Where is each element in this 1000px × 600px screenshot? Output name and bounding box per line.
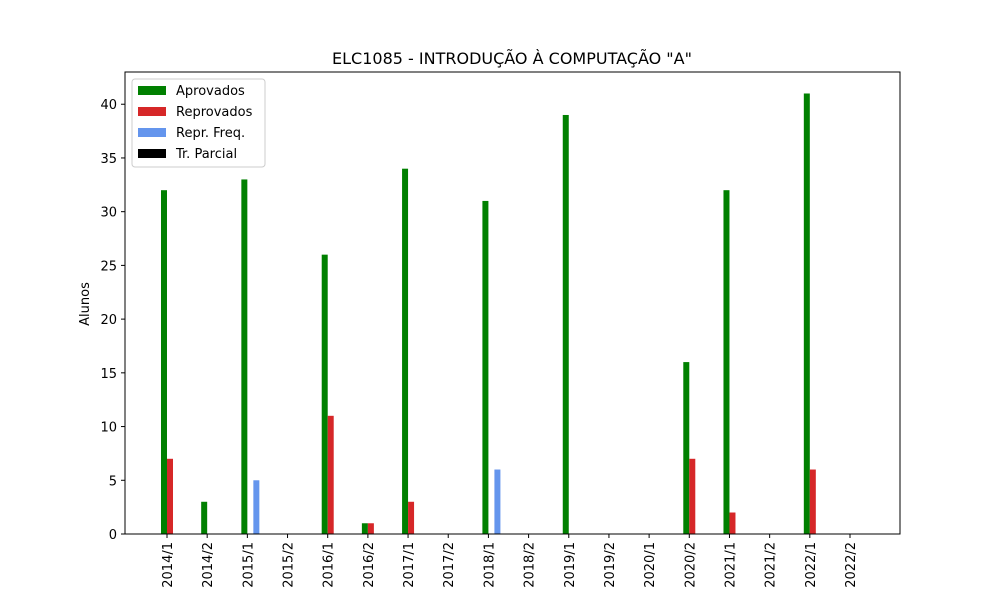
x-tick-label: 2016/1 [322,542,337,588]
legend-swatch [138,128,166,137]
y-tick-label: 20 [100,313,117,328]
x-tick-label: 2020/2 [683,542,698,588]
x-tick-label: 2018/2 [523,542,538,588]
y-tick-label: 40 [100,98,117,113]
x-tick-label: 2019/2 [603,542,618,588]
legend-label: Tr. Parcial [175,147,237,162]
bar-reprovados-2022-1 [809,469,816,534]
y-tick-label: 25 [100,259,117,274]
bar-aprovados-2019-1 [562,114,569,534]
y-tick-label: 10 [100,421,117,436]
bar-aprovados-2014-1 [161,190,167,534]
bar-aprovados-2016-1 [321,254,328,534]
bar-aprovados-2022-1 [803,93,810,535]
legend: Aprovados Reprovados Repr. Freq. Tr. Parcia… [131,78,266,168]
y-tick-label: 15 [100,367,117,382]
plot-frame [124,71,901,535]
x-tick-label: 2016/2 [362,542,377,588]
legend-label: Reprovados [176,105,253,120]
x-tick-label: 2022/1 [804,542,819,588]
legend-label: Repr. Freq. [176,126,245,141]
bar-repr-freq--2018-1 [494,469,501,534]
x-tick-label: 2017/1 [402,542,417,588]
x-tick-label: 2014/2 [201,542,216,588]
y-axis-label: Alunos [78,282,93,326]
bar-aprovados-2015-1 [241,179,248,534]
x-tick-label: 2019/1 [563,542,578,588]
y-tick-label: 30 [100,206,117,221]
bar-aprovados-2021-1 [723,190,730,534]
bar-aprovados-2014-2 [201,501,208,534]
x-tick-label: 2018/1 [482,542,497,588]
legend-label: Aprovados [176,84,245,99]
bar-reprovados-2020-2 [689,458,696,534]
bar-reprovados-2014-1 [167,458,173,534]
x-tick-label: 2022/2 [844,542,859,588]
x-tick-label: 2021/2 [764,542,779,588]
legend-swatch [138,149,166,158]
x-tick-label: 2020/1 [643,542,658,588]
x-tick-label: 2015/2 [282,542,297,588]
y-tick-label: 35 [100,152,117,167]
y-tick-label: 5 [109,474,117,489]
x-tick-label: 2015/1 [241,542,256,588]
y-tick-label: 0 [109,528,117,543]
plot-area: 0 5 10 15 20 25 30 35 40 2014/1 2014/2 2015/1 2015/2… [100,71,901,588]
bar-aprovados-2017-1 [402,168,409,534]
chart-title: ELC1085 - INTRODUÇÃO À COMPUTAÇÃO "A" [332,49,692,68]
legend-box [131,78,266,168]
legend-swatch [138,107,166,116]
bar-repr-freq--2015-1 [253,480,260,534]
bar-reprovados-2017-1 [408,501,415,534]
legend-swatch [138,86,166,95]
x-tick-label: 2017/2 [442,542,457,588]
bar-reprovados-2021-1 [729,512,736,534]
bar-aprovados-2016-2 [361,523,368,534]
x-tick-label: 2014/1 [161,542,176,588]
bar-aprovados-2020-2 [683,362,690,534]
bar-aprovados-2018-1 [482,200,489,534]
bar-reprovados-2016-1 [327,415,334,534]
x-tick-label: 2021/1 [723,542,738,588]
bar-reprovados-2016-2 [367,523,374,534]
